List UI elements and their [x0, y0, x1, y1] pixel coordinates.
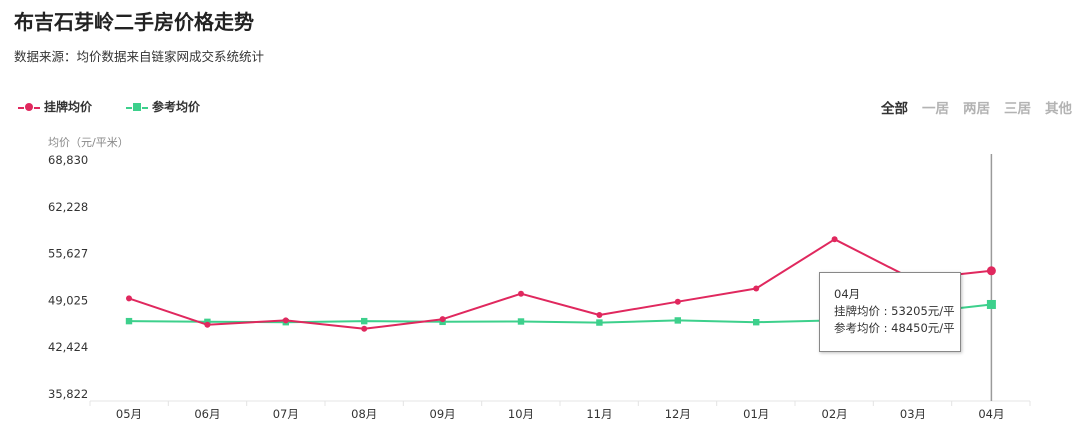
tab-other[interactable]: 其他 — [1045, 101, 1072, 117]
x-tick-label: 05月 — [116, 407, 142, 421]
listing-price-point — [596, 311, 603, 318]
reference-price-point — [517, 318, 525, 325]
x-tick-label: 12月 — [665, 407, 691, 421]
x-tick-label: 01月 — [743, 407, 769, 421]
listing-price-point — [674, 298, 681, 305]
legend-label: 参考均价 — [152, 100, 201, 114]
legend-item-listing-price[interactable]: 挂牌均价 — [18, 98, 92, 115]
tab-two-bedroom[interactable]: 两居 — [963, 101, 990, 117]
tooltip-reference-price: 参考均价 : 48450元/平 — [834, 321, 955, 335]
room-type-tabs: 全部 一居 两居 三居 其他 — [881, 97, 1072, 117]
series-line-listing-price — [128, 238, 992, 330]
reference-price-point — [986, 299, 996, 309]
listing-price-point — [518, 290, 524, 297]
tab-all[interactable]: 全部 — [881, 101, 908, 117]
y-tick-label: 62,228 — [48, 200, 88, 214]
listing-price-point — [126, 295, 132, 302]
reference-price-point — [753, 319, 760, 326]
y-tick-label: 68,830 — [48, 153, 88, 167]
square-marker-icon — [126, 100, 149, 114]
x-tick-label: 10月 — [508, 407, 534, 421]
page-title: 布吉石芽岭二手房价格走势 — [14, 10, 254, 34]
tab-one-bedroom[interactable]: 一居 — [922, 101, 949, 117]
listing-price-point — [361, 325, 368, 332]
y-tick-label: 35,822 — [48, 387, 88, 401]
y-axis-title: 均价（元/平米） — [48, 136, 129, 149]
circle-marker-icon — [18, 100, 40, 114]
reference-price-point — [596, 319, 603, 326]
y-tick-label: 49,025 — [48, 293, 88, 307]
chart-legend: 挂牌均价 参考均价 — [18, 98, 200, 115]
reference-price-point — [361, 317, 368, 325]
x-tick-label: 02月 — [822, 407, 848, 421]
x-tick-label: 08月 — [351, 407, 377, 421]
listing-price-point — [986, 266, 996, 276]
data-source-note: 数据来源：均价数据来自链家网成交系统统计 — [14, 49, 265, 64]
x-tick-label: 04月 — [978, 407, 1004, 421]
listing-price-point — [282, 317, 289, 324]
listing-price-point — [204, 321, 211, 328]
data-tooltip: 04月 挂牌均价 : 53205元/平 参考均价 : 48450元/平 — [819, 272, 961, 352]
x-tick-label: 06月 — [194, 407, 220, 421]
x-tick-label: 11月 — [586, 407, 612, 421]
x-tick-label: 03月 — [900, 407, 926, 421]
tooltip-month: 04月 — [834, 287, 861, 301]
x-tick-label: 09月 — [430, 407, 456, 421]
x-tick-label: 07月 — [273, 407, 299, 421]
listing-price-point — [439, 316, 446, 323]
legend-item-reference-price[interactable]: 参考均价 — [126, 98, 200, 115]
reference-price-point — [125, 317, 133, 325]
tab-three-bedroom[interactable]: 三居 — [1004, 101, 1031, 117]
legend-label: 挂牌均价 — [44, 100, 93, 114]
reference-price-point — [674, 317, 681, 324]
y-tick-label: 42,424 — [48, 340, 88, 354]
listing-price-point — [831, 236, 838, 243]
listing-price-point — [753, 285, 760, 292]
tooltip-listing-price: 挂牌均价 : 53205元/平 — [834, 304, 955, 318]
y-tick-label: 55,627 — [48, 247, 88, 261]
